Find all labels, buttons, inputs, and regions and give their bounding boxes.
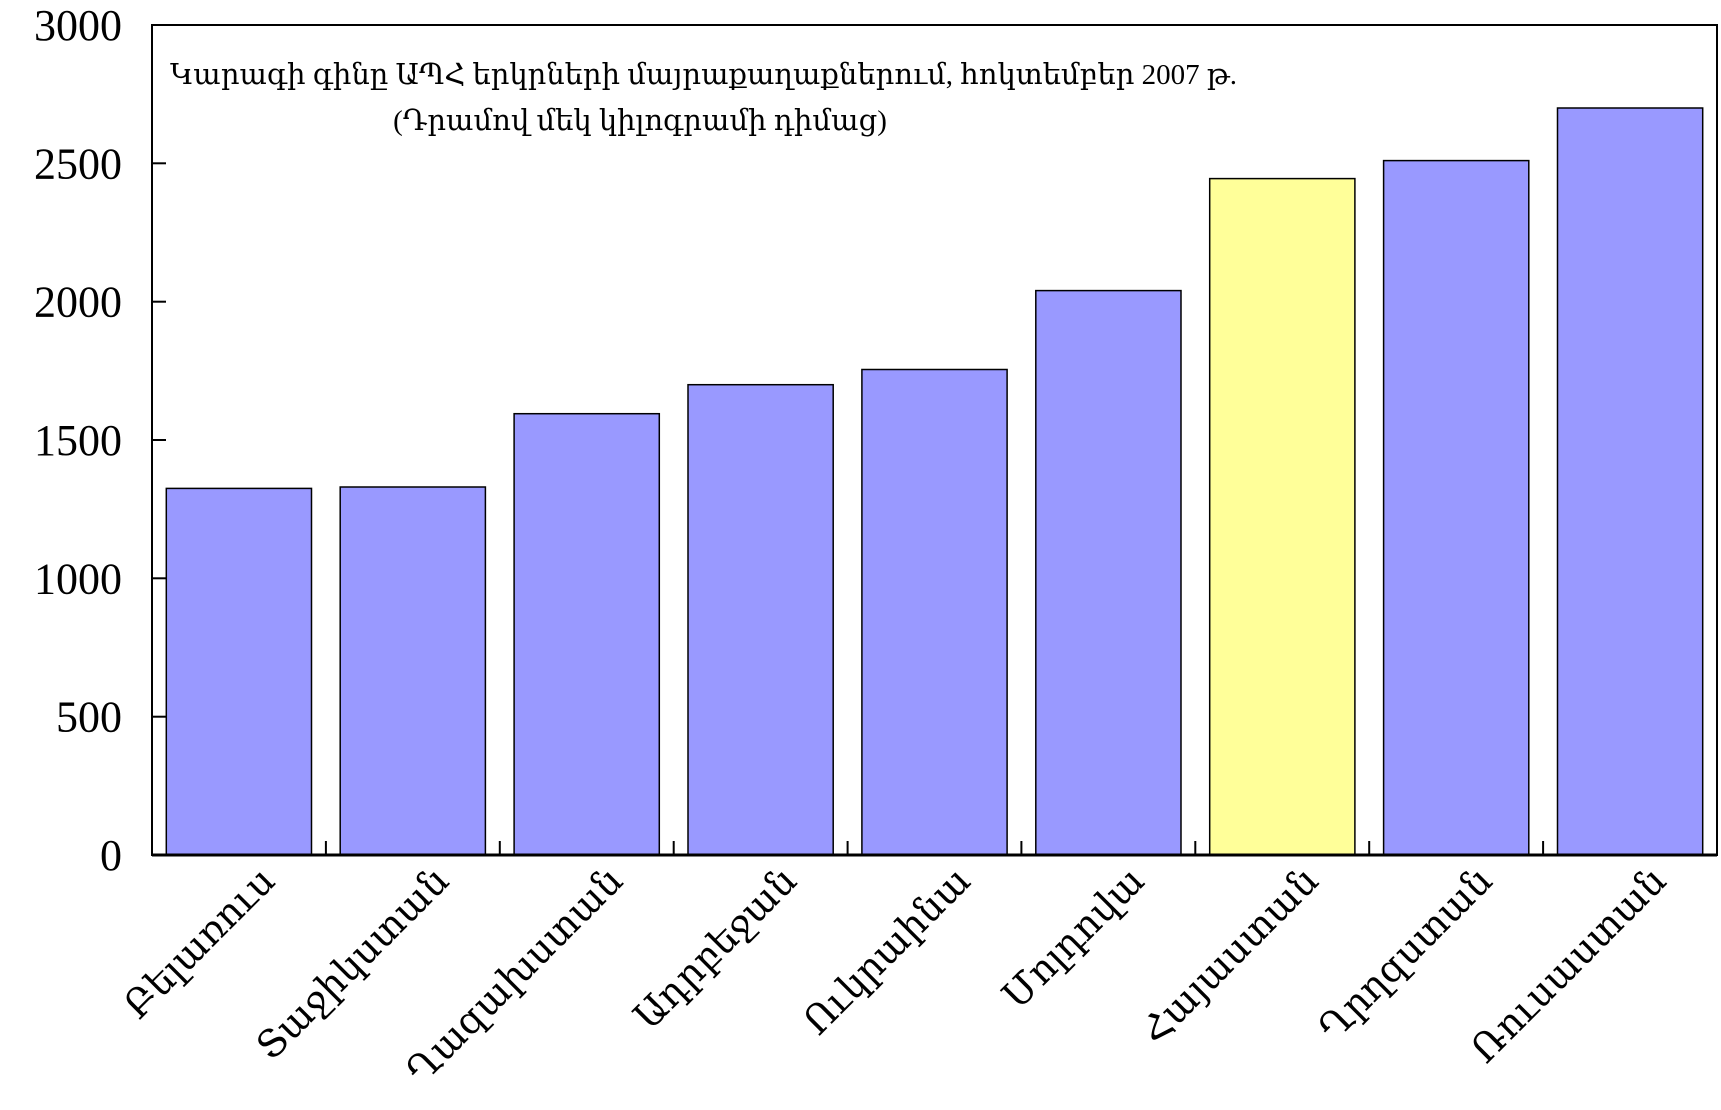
x-axis-ticks	[152, 24, 1545, 856]
y-tick-label: 1000	[34, 554, 122, 603]
bar-8	[1382, 159, 1530, 856]
y-tick-label: 2500	[34, 139, 122, 188]
y-tick-label: 2000	[34, 278, 122, 327]
y-tick-label: 3000	[34, 1, 122, 50]
x-tick-label: Ղրղզստան	[1311, 860, 1501, 1050]
y-tick-label: 0	[100, 831, 122, 880]
bar-1	[165, 487, 313, 856]
bar-9	[1556, 107, 1704, 856]
bars-group	[165, 107, 1704, 856]
x-tick-label: Ադրբեջան	[626, 860, 805, 1039]
x-tick-label: Մոլդովա	[995, 860, 1153, 1018]
y-tick-label: 1500	[34, 416, 122, 465]
chart-subtitle-units: (Դրամով մեկ կիլոգրամի դիմաց)	[393, 105, 887, 137]
x-tick-label: Բելառուս	[116, 860, 283, 1027]
bar-5	[861, 368, 1008, 856]
x-tick-label: Հայաստան	[1133, 860, 1326, 1053]
y-tick-label: 500	[56, 693, 122, 742]
bar-6	[1035, 289, 1182, 856]
bar-2	[339, 486, 487, 856]
bar-3	[513, 412, 661, 856]
bar-7	[1208, 177, 1356, 856]
chart-subtitle: Կարագի գինը ԱՊՀ երկրների մայրաքաղաքներու…	[170, 59, 1237, 91]
bar-4	[687, 383, 834, 856]
x-tick-label: Ուկրաինա	[795, 860, 978, 1043]
x-axis-labels: ԲելառուսՏաջիկստանՂազախստանԱդրբեջանՈւկրաի…	[116, 860, 1675, 1093]
y-axis-labels: 0 500 1000 1500 2000 2500 3000	[34, 1, 122, 880]
